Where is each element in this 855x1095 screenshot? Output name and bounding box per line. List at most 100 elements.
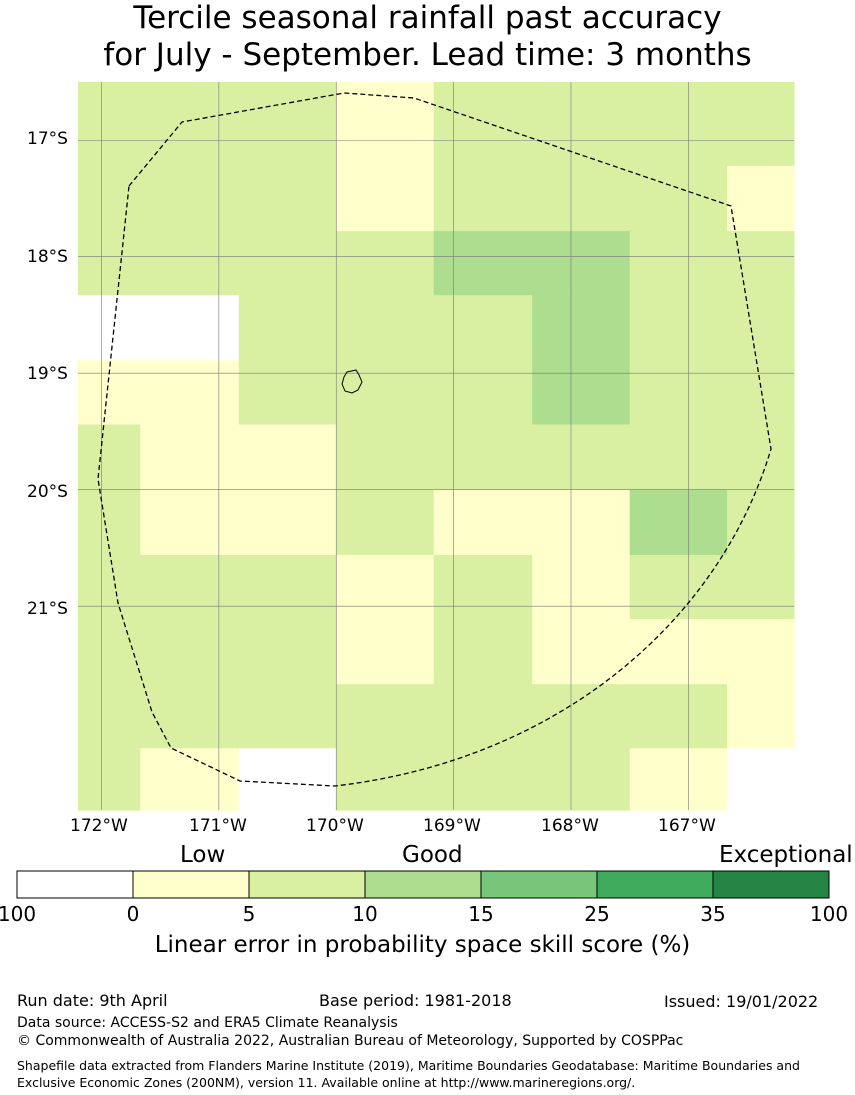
grid-cell — [727, 231, 795, 296]
grid-cell — [532, 231, 631, 296]
lon-tick-label: 167°W — [658, 816, 716, 836]
base-period: Base period: 1981-2018 — [319, 991, 512, 1010]
colorbar-segment — [480, 870, 598, 899]
grid-cell — [629, 684, 728, 749]
grid-cell — [238, 295, 337, 361]
colorbar-tick: 100 — [0, 902, 37, 926]
grid-cell — [140, 748, 240, 811]
grid-cell — [78, 82, 141, 167]
lon-tick-label: 170°W — [306, 816, 364, 836]
colorbar-tick: 10 — [352, 902, 378, 926]
grid-cell — [336, 554, 435, 620]
grid-cell — [336, 489, 435, 556]
colorbar-category-good: Good — [402, 842, 463, 868]
colorbar-segments — [16, 870, 830, 899]
grid-cell — [727, 165, 795, 232]
grid-cell — [629, 82, 728, 167]
colorbar-tick: 0 — [126, 902, 140, 926]
grid-cell — [78, 424, 141, 491]
grid-cell — [629, 748, 728, 811]
lon-tick-label: 169°W — [423, 816, 481, 836]
grid-cell — [629, 295, 728, 361]
colorbar-tick: 100 — [809, 902, 849, 926]
grid-cell — [238, 619, 337, 685]
grid-cell — [727, 748, 795, 811]
grid-cell — [629, 619, 728, 685]
grid-cell — [433, 748, 533, 811]
grid-cell — [78, 619, 141, 685]
grid-cell — [532, 424, 631, 491]
grid-cell — [532, 554, 631, 620]
grid-cell — [532, 684, 631, 749]
lat-tick-label: 18°S — [27, 247, 68, 267]
grid-cell — [78, 684, 141, 749]
graticule — [78, 82, 794, 810]
grid-cell — [140, 424, 240, 491]
grid-cell — [78, 554, 141, 620]
colorbar-segment — [364, 870, 482, 899]
colorbar-tick: 25 — [584, 902, 610, 926]
grid-cell — [629, 424, 728, 491]
grid-cell — [336, 231, 435, 296]
eez-boundary — [97, 92, 772, 787]
colorbar-tick: 35 — [700, 902, 726, 926]
grid-cell — [140, 684, 240, 749]
grid-cell — [727, 295, 795, 361]
shapefile-credit: Shapefile data extracted from Flanders M… — [17, 1058, 800, 1090]
niue-island-outline — [341, 369, 363, 394]
grid-cell — [433, 360, 533, 426]
grid-cell — [78, 489, 141, 556]
grid-cell — [78, 165, 141, 232]
grid-cell — [238, 231, 337, 296]
lon-tick-label: 172°W — [70, 816, 128, 836]
map-title: Tercile seasonal rainfall past accuracy … — [0, 0, 855, 74]
colorbar-tick: 15 — [468, 902, 494, 926]
grid-cell — [629, 231, 728, 296]
grid-cell — [532, 360, 631, 426]
grid-cell — [532, 748, 631, 811]
colorbar-label: Linear error in probability space skill … — [154, 932, 691, 958]
run-date: Run date: 9th April — [17, 991, 168, 1010]
grid-cell — [433, 489, 533, 556]
grid-cell — [78, 295, 141, 361]
grid-cell — [140, 554, 240, 620]
title-line-1: Tercile seasonal rainfall past accuracy — [133, 0, 722, 36]
grid-cell — [336, 82, 435, 167]
grid-cell — [336, 748, 435, 811]
grid-cell — [727, 619, 795, 685]
grid-cell — [336, 295, 435, 361]
lat-tick-label: 17°S — [27, 129, 68, 149]
grid-cell — [433, 295, 533, 361]
grid-cell — [238, 82, 337, 167]
grid-cell — [433, 165, 533, 232]
grid-cell — [140, 165, 240, 232]
grid-cell — [532, 619, 631, 685]
grid-cell — [238, 424, 337, 491]
colorbar-segment — [712, 870, 830, 899]
grid-cell — [336, 619, 435, 685]
grid-cell — [238, 554, 337, 620]
grid-cell — [140, 360, 240, 426]
grid-cell — [238, 360, 337, 426]
copyright: © Commonwealth of Australia 2022, Austra… — [17, 1033, 684, 1049]
grid-cell — [629, 165, 728, 232]
data-source: Data source: ACCESS-S2 and ERA5 Climate … — [17, 1015, 398, 1031]
grid-cell — [433, 82, 533, 167]
colorbar-segment — [248, 870, 366, 899]
lat-tick-label: 21°S — [27, 599, 68, 619]
grid-cell — [727, 684, 795, 749]
grid-cell — [433, 231, 533, 296]
issued-date: Issued: 19/01/2022 — [664, 992, 819, 1011]
grid-cell — [532, 165, 631, 232]
colorbar-category-exceptional: Exceptional — [719, 842, 853, 868]
grid-cell — [336, 684, 435, 749]
grid-cell — [727, 360, 795, 426]
grid-cell — [336, 424, 435, 491]
grid-cell — [727, 82, 795, 167]
grid-cell — [433, 684, 533, 749]
grid-cell — [532, 295, 631, 361]
colorbar-tick: 5 — [242, 902, 256, 926]
skill-grid-cells — [78, 82, 795, 811]
grid-cell — [238, 489, 337, 556]
skill-map — [78, 82, 795, 811]
